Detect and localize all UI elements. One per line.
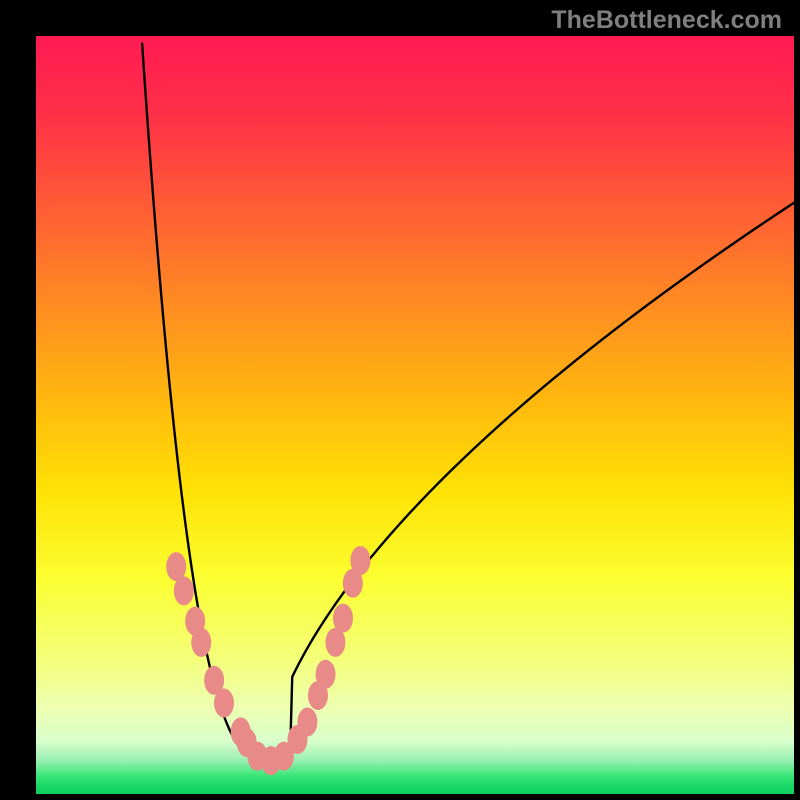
chart-svg — [36, 36, 794, 794]
plot-area — [36, 36, 794, 794]
curve-marker — [214, 689, 234, 718]
watermark-label: TheBottleneck.com — [551, 6, 782, 35]
curve-marker — [333, 604, 353, 633]
curve-marker — [350, 546, 370, 575]
chart-frame: TheBottleneck.com — [0, 0, 800, 800]
curve-marker — [174, 576, 194, 605]
curve-marker — [316, 660, 336, 689]
curve-marker — [297, 707, 317, 736]
curve-marker — [191, 628, 211, 657]
